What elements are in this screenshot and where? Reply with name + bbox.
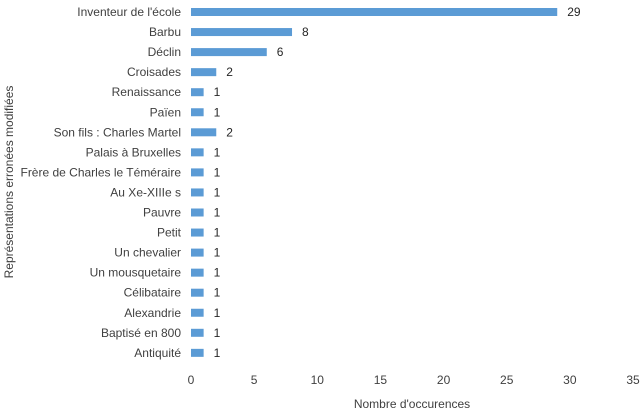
data-label: 6 bbox=[277, 45, 284, 59]
data-label: 1 bbox=[214, 206, 221, 220]
data-label: 1 bbox=[214, 266, 221, 280]
data-label: 1 bbox=[214, 286, 221, 300]
x-axis-title: Nombre d'occurences bbox=[354, 397, 470, 411]
data-label: 1 bbox=[214, 165, 221, 179]
bar bbox=[191, 328, 204, 337]
bar bbox=[191, 348, 204, 357]
data-label: 1 bbox=[214, 85, 221, 99]
category-label: Palais à Bruxelles bbox=[86, 145, 181, 159]
bar bbox=[191, 168, 204, 177]
category-label: Petit bbox=[157, 226, 182, 240]
bar bbox=[191, 288, 204, 297]
data-label: 1 bbox=[214, 346, 221, 360]
bar bbox=[191, 148, 204, 157]
data-label: 29 bbox=[567, 5, 581, 19]
bar bbox=[191, 48, 267, 57]
bar bbox=[191, 128, 217, 137]
x-tick-labels-group: 0 5 10 15 20 25 30 35 bbox=[188, 373, 640, 387]
y-axis-title: Représentations erronées modifiées bbox=[2, 86, 16, 279]
bar bbox=[191, 268, 204, 277]
category-label: Un chevalier bbox=[114, 246, 181, 260]
bar bbox=[191, 308, 204, 317]
bars-group bbox=[191, 8, 558, 357]
category-label: Alexandrie bbox=[124, 306, 181, 320]
data-label: 1 bbox=[214, 306, 221, 320]
data-label: 2 bbox=[226, 65, 233, 79]
x-tick-label: 25 bbox=[500, 373, 514, 387]
bar bbox=[191, 88, 204, 97]
category-label: Barbu bbox=[149, 25, 181, 39]
x-tick-label: 5 bbox=[251, 373, 258, 387]
category-label: Croisades bbox=[127, 65, 181, 79]
category-labels-group: Inventeur de l'école Barbu Déclin Croisades… bbox=[20, 5, 181, 360]
data-label: 1 bbox=[214, 145, 221, 159]
bar bbox=[191, 8, 558, 16]
category-label: Antiquité bbox=[134, 346, 181, 360]
category-label: Pauvre bbox=[143, 206, 181, 220]
data-label: 1 bbox=[214, 105, 221, 119]
bar bbox=[191, 68, 217, 77]
data-label: 8 bbox=[302, 25, 309, 39]
category-label: Célibataire bbox=[124, 286, 182, 300]
category-label: Au Xe-XIIIe s bbox=[110, 185, 181, 199]
x-tick-label: 20 bbox=[437, 373, 451, 387]
data-label: 1 bbox=[214, 246, 221, 260]
bar bbox=[191, 108, 204, 117]
x-tick-label: 10 bbox=[311, 373, 325, 387]
bar bbox=[191, 248, 204, 257]
bar bbox=[191, 28, 293, 37]
bar bbox=[191, 208, 204, 217]
category-label: Renaissance bbox=[112, 85, 182, 99]
data-label: 1 bbox=[214, 326, 221, 340]
data-label: 1 bbox=[214, 185, 221, 199]
category-label: Inventeur de l'école bbox=[77, 5, 181, 19]
bar bbox=[191, 188, 204, 197]
category-label: Païen bbox=[150, 105, 181, 119]
category-label: Un mousquetaire bbox=[90, 266, 182, 280]
x-tick-label: 15 bbox=[374, 373, 388, 387]
data-label: 1 bbox=[214, 226, 221, 240]
category-label: Baptisé en 800 bbox=[101, 326, 181, 340]
x-tick-label: 35 bbox=[626, 373, 640, 387]
category-label: Frère de Charles le Téméraire bbox=[20, 165, 181, 179]
x-tick-label: 0 bbox=[188, 373, 195, 387]
x-tick-label: 30 bbox=[563, 373, 577, 387]
category-label: Son fils : Charles Martel bbox=[54, 125, 181, 139]
category-label: Déclin bbox=[148, 45, 181, 59]
bar bbox=[191, 228, 204, 237]
data-label: 2 bbox=[226, 125, 233, 139]
